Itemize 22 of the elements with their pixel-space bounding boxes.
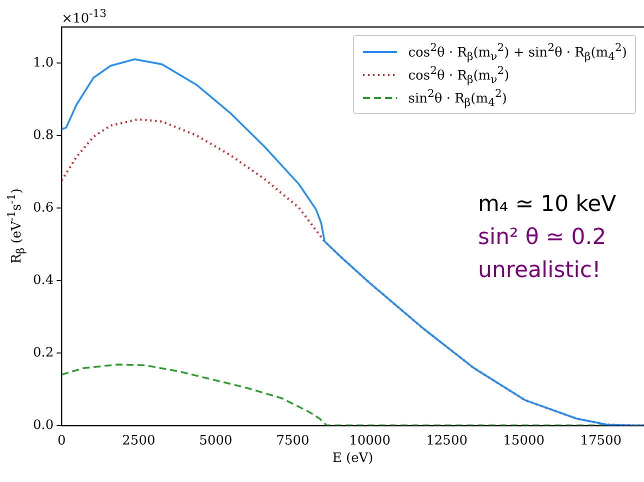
legend-label: sin$^{2}$θ · R$_{β}$(m$_{4}$$^{2}$) [408, 86, 507, 108]
x-tick-label: 12500 [426, 434, 468, 449]
y-tick-label: 0.0 [32, 418, 54, 433]
y-tick-label: 0.2 [32, 345, 54, 360]
x-tick-label: 2500 [122, 434, 156, 449]
x-tick-label: 5000 [199, 434, 232, 449]
x-tick-label: 0 [58, 434, 66, 449]
annotation: m₄ ≃ 10 keV [478, 192, 616, 217]
x-axis-title: E (eV) [331, 451, 374, 466]
x-tick-label: 10000 [349, 434, 390, 449]
text: cos$^{2}$θ · R$_{β}$(m$_{ν}$$^{2}$) + sin$^{2}$θ · R$_{β}$(m$_{4}$$^{2}$) [408, 40, 627, 62]
x-tick-label: 7500 [276, 434, 310, 449]
annotation: sin² θ ≃ 0.2 [478, 225, 606, 250]
x-tick-label: 15000 [503, 434, 545, 449]
text: ×10$^{-13}$ [62, 7, 107, 26]
y-tick-label: 0.8 [32, 128, 54, 144]
y-tick-label: 0.4 [32, 272, 54, 288]
x-tick-label: 17500 [580, 434, 622, 449]
legend-label: cos$^{2}$θ · R$_{β}$(m$_{ν}$$^{2}$) [408, 64, 510, 86]
y-tick-label: 1.0 [32, 56, 54, 71]
y-tick-label: 0.6 [32, 200, 54, 216]
annotation: unrealistic! [478, 258, 601, 283]
